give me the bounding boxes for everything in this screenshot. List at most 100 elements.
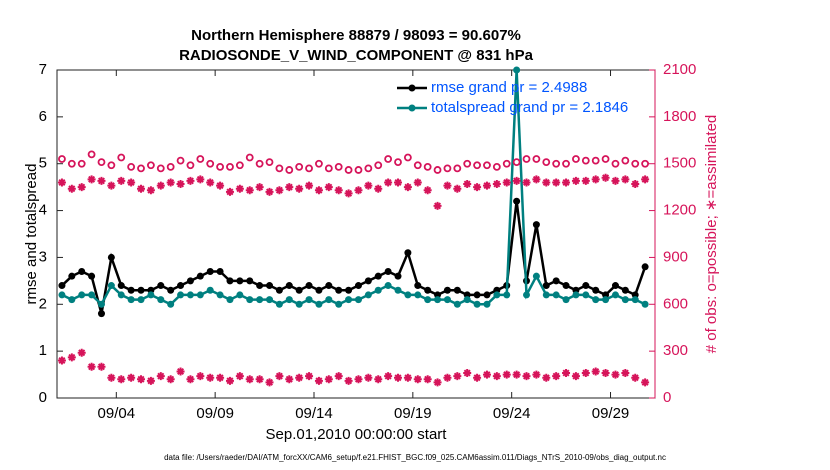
point xyxy=(305,282,313,290)
point xyxy=(562,296,570,304)
point xyxy=(403,153,412,162)
point xyxy=(305,372,314,381)
point xyxy=(364,181,373,190)
point xyxy=(275,164,284,173)
point xyxy=(88,291,96,299)
point xyxy=(156,164,165,173)
point xyxy=(482,370,491,379)
point xyxy=(374,375,383,384)
point xyxy=(433,378,442,387)
point xyxy=(483,161,491,170)
point xyxy=(631,159,640,168)
chart-title: Northern Hemisphere 88879 / 98093 = 90.6… xyxy=(191,27,521,44)
point xyxy=(117,176,126,185)
point xyxy=(177,282,185,290)
point xyxy=(572,291,580,299)
point xyxy=(601,155,610,163)
point xyxy=(502,370,511,379)
point xyxy=(562,178,571,187)
point xyxy=(463,159,472,168)
point xyxy=(265,187,274,196)
point xyxy=(196,175,205,184)
point xyxy=(611,176,620,185)
point xyxy=(117,291,125,299)
point xyxy=(315,300,323,308)
legend-marker xyxy=(408,84,416,92)
point xyxy=(97,310,105,318)
point xyxy=(216,181,225,190)
point xyxy=(384,155,393,163)
point xyxy=(631,296,639,304)
point xyxy=(473,183,482,192)
point xyxy=(67,353,76,362)
point xyxy=(453,300,461,308)
point xyxy=(77,159,86,168)
point xyxy=(275,372,284,381)
point xyxy=(285,282,293,290)
point xyxy=(483,291,491,299)
point xyxy=(522,372,531,381)
x-tick-label: 09/14 xyxy=(295,405,333,422)
point xyxy=(572,155,580,163)
point xyxy=(206,373,215,382)
point xyxy=(176,180,185,189)
point xyxy=(275,186,284,195)
point xyxy=(146,376,155,385)
point xyxy=(334,372,343,381)
point xyxy=(206,286,214,294)
point xyxy=(186,291,194,299)
point xyxy=(414,291,422,299)
point xyxy=(591,367,600,376)
point xyxy=(354,166,363,174)
y-tick-label: 7 xyxy=(39,61,47,78)
point xyxy=(216,291,224,299)
point xyxy=(177,291,185,299)
point xyxy=(216,162,224,171)
point xyxy=(364,164,373,173)
point xyxy=(354,282,362,290)
point xyxy=(591,156,600,165)
point xyxy=(285,183,294,192)
point xyxy=(631,373,640,382)
point xyxy=(305,296,313,304)
point xyxy=(562,282,570,290)
point xyxy=(78,291,86,299)
point xyxy=(275,300,283,308)
point xyxy=(562,369,571,378)
point xyxy=(384,178,393,187)
point xyxy=(394,158,402,167)
point xyxy=(364,291,372,299)
point xyxy=(245,186,254,195)
point xyxy=(423,186,432,195)
point xyxy=(424,286,432,294)
point xyxy=(166,375,175,384)
point xyxy=(463,369,472,378)
point xyxy=(314,376,323,385)
point xyxy=(512,370,521,379)
point xyxy=(354,375,363,384)
point xyxy=(107,373,116,382)
y2-tick-label: 900 xyxy=(663,248,688,265)
point xyxy=(641,159,650,168)
x-tick-label: 09/09 xyxy=(196,405,234,422)
point xyxy=(345,286,353,294)
point xyxy=(314,186,323,195)
point xyxy=(542,291,550,299)
point xyxy=(582,282,590,290)
y-tick-label: 3 xyxy=(39,248,47,265)
legend-label: totalspread grand pr = 2.1846 xyxy=(431,99,628,116)
point xyxy=(532,175,541,184)
point xyxy=(57,178,66,187)
point xyxy=(542,158,551,167)
point xyxy=(97,158,106,167)
point xyxy=(581,176,590,185)
point xyxy=(305,181,314,190)
point xyxy=(453,184,462,193)
point xyxy=(87,362,96,371)
point xyxy=(255,159,264,168)
point xyxy=(384,372,393,381)
point xyxy=(285,296,293,304)
point xyxy=(246,296,254,304)
y2-tick-label: 1500 xyxy=(663,155,696,172)
